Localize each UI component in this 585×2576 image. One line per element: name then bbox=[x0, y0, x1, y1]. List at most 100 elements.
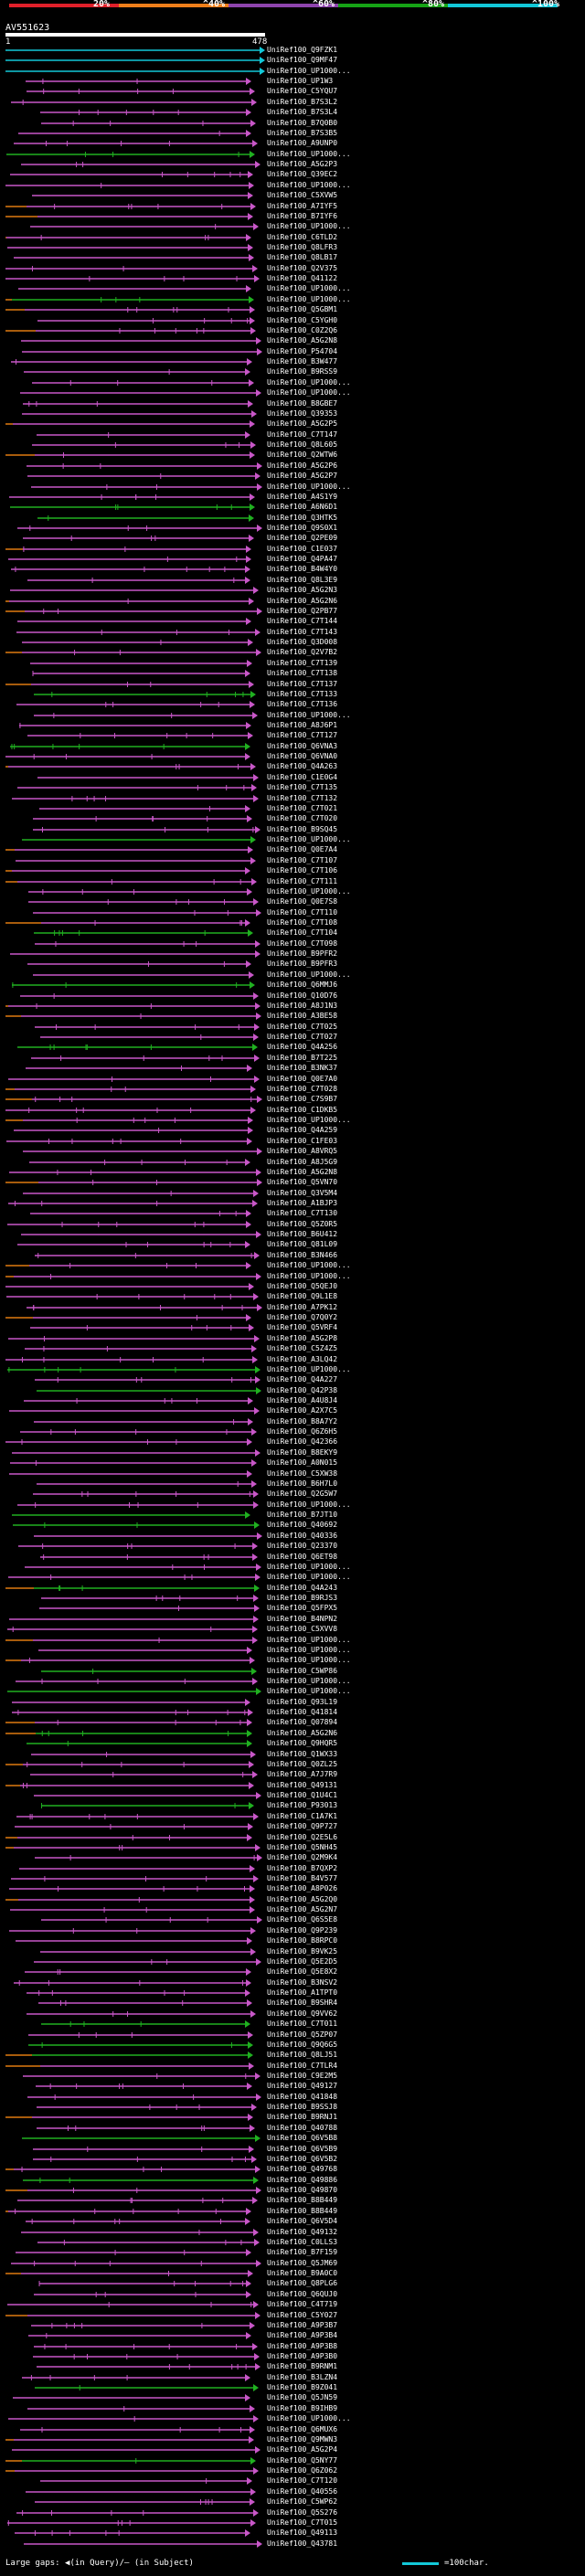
hit-row[interactable]: UniRef100_A5G2N6 bbox=[0, 1729, 585, 1737]
hit-label[interactable]: UniRef100_B9PFR3 bbox=[267, 959, 338, 969]
hit-row[interactable]: UniRef100_A3BE58 bbox=[0, 1012, 585, 1021]
hit-row[interactable]: UniRef100_Q6MMJ6 bbox=[0, 981, 585, 990]
hit-row[interactable]: UniRef100_Q4A263 bbox=[0, 762, 585, 771]
hit-row[interactable]: UniRef100_C5WP62 bbox=[0, 2497, 585, 2507]
hit-row[interactable]: UniRef100_A7PK12 bbox=[0, 1303, 585, 1311]
hit-label[interactable]: UniRef100_Q40336 bbox=[267, 1531, 338, 1540]
hit-label[interactable]: UniRef100_C7T108 bbox=[267, 918, 338, 928]
hit-row[interactable]: UniRef100_Q39EC2 bbox=[0, 170, 585, 179]
hit-row[interactable]: UniRef100_A4U8J4 bbox=[0, 1396, 585, 1405]
hit-row[interactable]: UniRef100_B8RPC0 bbox=[0, 1936, 585, 1945]
hit-label[interactable]: UniRef100_A9P3B0 bbox=[267, 2351, 338, 2360]
hit-label[interactable]: UniRef100_B4NPN2 bbox=[267, 1614, 338, 1623]
hit-row[interactable]: UniRef100_C7T106 bbox=[0, 866, 585, 875]
hit-row[interactable]: UniRef100_C7T137 bbox=[0, 680, 585, 688]
hit-label[interactable]: UniRef100_B7JT10 bbox=[267, 1511, 338, 1520]
hit-row[interactable]: UniRef100_A7IYF5 bbox=[0, 202, 585, 210]
hit-label[interactable]: UniRef100_C7T020 bbox=[267, 814, 338, 823]
hit-row[interactable]: UniRef100_Q9FZK1 bbox=[0, 46, 585, 54]
hit-row[interactable]: UniRef100_B8B449 bbox=[0, 2196, 585, 2205]
hit-row[interactable]: UniRef100_C5YQU7 bbox=[0, 87, 585, 96]
hit-label[interactable]: UniRef100_B3NK37 bbox=[267, 1064, 338, 1073]
hit-row[interactable]: UniRef100_C0Z2Q6 bbox=[0, 326, 585, 334]
hit-label[interactable]: UniRef100_C7T028 bbox=[267, 1084, 338, 1093]
hit-label[interactable]: UniRef100_Q8L605 bbox=[267, 440, 338, 450]
hit-row[interactable]: UniRef100_UP1000... bbox=[0, 482, 585, 491]
hit-label[interactable]: UniRef100_UP1000... bbox=[267, 388, 351, 398]
hit-row[interactable]: UniRef100_C5XW38 bbox=[0, 1469, 585, 1478]
hit-row[interactable]: UniRef100_B3NSV2 bbox=[0, 1978, 585, 1987]
hit-label[interactable]: UniRef100_Q40788 bbox=[267, 2123, 338, 2132]
hit-label[interactable]: UniRef100_B9RSS9 bbox=[267, 367, 338, 376]
hit-label[interactable]: UniRef100_UP1000... bbox=[267, 2414, 351, 2423]
hit-label[interactable]: UniRef100_B3LZN4 bbox=[267, 2372, 338, 2381]
hit-row[interactable]: UniRef100_UP1000... bbox=[0, 1500, 585, 1509]
hit-label[interactable]: UniRef100_Q5Z0R5 bbox=[267, 1219, 338, 1228]
hit-label[interactable]: UniRef100_B9IHB9 bbox=[267, 2403, 338, 2412]
hit-label[interactable]: UniRef100_UP1000... bbox=[267, 710, 351, 719]
hit-row[interactable]: UniRef100_UP1000... bbox=[0, 1116, 585, 1125]
hit-label[interactable]: UniRef100_A9P3B8 bbox=[267, 2341, 338, 2350]
hit-row[interactable]: UniRef100_C7T107 bbox=[0, 856, 585, 864]
hit-row[interactable]: UniRef100_B4NPN2 bbox=[0, 1614, 585, 1623]
hit-label[interactable]: UniRef100_Q5NH45 bbox=[267, 1842, 338, 1851]
hit-label[interactable]: UniRef100_Q10D76 bbox=[267, 991, 338, 1000]
hit-row[interactable]: UniRef100_C5XVW5 bbox=[0, 191, 585, 200]
hit-label[interactable]: UniRef100_Q1U4C1 bbox=[267, 1791, 338, 1800]
hit-label[interactable]: UniRef100_UP1000... bbox=[267, 1364, 351, 1373]
hit-row[interactable]: UniRef100_Q1U4C1 bbox=[0, 1791, 585, 1800]
hit-row[interactable]: UniRef100_Q4A259 bbox=[0, 1126, 585, 1135]
hit-row[interactable]: UniRef100_C7T011 bbox=[0, 2019, 585, 2029]
hit-label[interactable]: UniRef100_A1BJP3 bbox=[267, 1198, 338, 1207]
hit-row[interactable]: UniRef100_Q4PA47 bbox=[0, 555, 585, 564]
hit-row[interactable]: UniRef100_C7T025 bbox=[0, 1023, 585, 1031]
hit-label[interactable]: UniRef100_C7T132 bbox=[267, 793, 338, 802]
hit-label[interactable]: UniRef100_Q2E5L6 bbox=[267, 1832, 338, 1841]
hit-row[interactable]: UniRef100_A5G2P6 bbox=[0, 461, 585, 470]
hit-row[interactable]: UniRef100_C7T027 bbox=[0, 1033, 585, 1042]
hit-row[interactable]: UniRef100_Q8L605 bbox=[0, 440, 585, 450]
hit-label[interactable]: UniRef100_A5G2N8 bbox=[267, 1167, 338, 1176]
hit-label[interactable]: UniRef100_C7T104 bbox=[267, 928, 338, 938]
hit-label[interactable]: UniRef100_Q2PB77 bbox=[267, 606, 338, 615]
hit-label[interactable]: UniRef100_UP1000... bbox=[267, 294, 351, 303]
hit-row[interactable]: UniRef100_UP1000... bbox=[0, 887, 585, 896]
hit-row[interactable]: UniRef100_Q6ET98 bbox=[0, 1553, 585, 1561]
hit-row[interactable]: UniRef100_Q0E7A4 bbox=[0, 845, 585, 854]
hit-label[interactable]: UniRef100_A9UNP0 bbox=[267, 139, 338, 148]
hit-label[interactable]: UniRef100_UP1000... bbox=[267, 482, 351, 491]
hit-row[interactable]: UniRef100_Q5JN59 bbox=[0, 2393, 585, 2402]
hit-row[interactable]: UniRef100_UP1000... bbox=[0, 67, 585, 75]
hit-label[interactable]: UniRef100_C5WP86 bbox=[267, 1666, 338, 1675]
hit-label[interactable]: UniRef100_A1TPT0 bbox=[267, 1988, 338, 1998]
hit-label[interactable]: UniRef100_UP1000... bbox=[267, 180, 351, 189]
hit-label[interactable]: UniRef100_C5XVW5 bbox=[267, 191, 338, 200]
hit-label[interactable]: UniRef100_C9E2M5 bbox=[267, 2072, 338, 2080]
hit-row[interactable]: UniRef100_A9P3B4 bbox=[0, 2331, 585, 2340]
hit-label[interactable]: UniRef100_UP1000... bbox=[267, 222, 351, 231]
hit-row[interactable]: UniRef100_Q2G5W7 bbox=[0, 1489, 585, 1499]
hit-label[interactable]: UniRef100_C5WP62 bbox=[267, 2497, 338, 2507]
hit-row[interactable]: UniRef100_Q07894 bbox=[0, 1718, 585, 1727]
hit-label[interactable]: UniRef100_Q8L3E9 bbox=[267, 575, 338, 584]
hit-row[interactable]: UniRef100_C7T147 bbox=[0, 430, 585, 439]
hit-label[interactable]: UniRef100_C7T027 bbox=[267, 1033, 338, 1042]
hit-label[interactable]: UniRef100_Q49870 bbox=[267, 2186, 338, 2195]
hit-label[interactable]: UniRef100_B3N466 bbox=[267, 1250, 338, 1259]
hit-label[interactable]: UniRef100_Q93L19 bbox=[267, 1697, 338, 1706]
hit-row[interactable]: UniRef100_A9P3B0 bbox=[0, 2351, 585, 2360]
hit-label[interactable]: UniRef100_B8B449 bbox=[267, 2196, 338, 2205]
hit-label[interactable]: UniRef100_A8J1N3 bbox=[267, 1001, 338, 1010]
hit-row[interactable]: UniRef100_Q6V5B9 bbox=[0, 2145, 585, 2153]
hit-row[interactable]: UniRef100_Q0E7A0 bbox=[0, 1075, 585, 1083]
hit-label[interactable]: UniRef100_A9P3B7 bbox=[267, 2320, 338, 2329]
hit-row[interactable]: UniRef100_Q49127 bbox=[0, 2082, 585, 2091]
hit-label[interactable]: UniRef100_Q9FZK1 bbox=[267, 46, 338, 54]
hit-row[interactable]: UniRef100_Q8LB17 bbox=[0, 253, 585, 262]
hit-label[interactable]: UniRef100_A3BE58 bbox=[267, 1012, 338, 1021]
hit-row[interactable]: UniRef100_A0N015 bbox=[0, 1458, 585, 1468]
hit-label[interactable]: UniRef100_C1FE03 bbox=[267, 1136, 338, 1145]
hit-label[interactable]: UniRef100_UP1000... bbox=[267, 377, 351, 387]
hit-label[interactable]: UniRef100_Q8LFR3 bbox=[267, 243, 338, 252]
hit-row[interactable]: UniRef100_C7T132 bbox=[0, 793, 585, 802]
